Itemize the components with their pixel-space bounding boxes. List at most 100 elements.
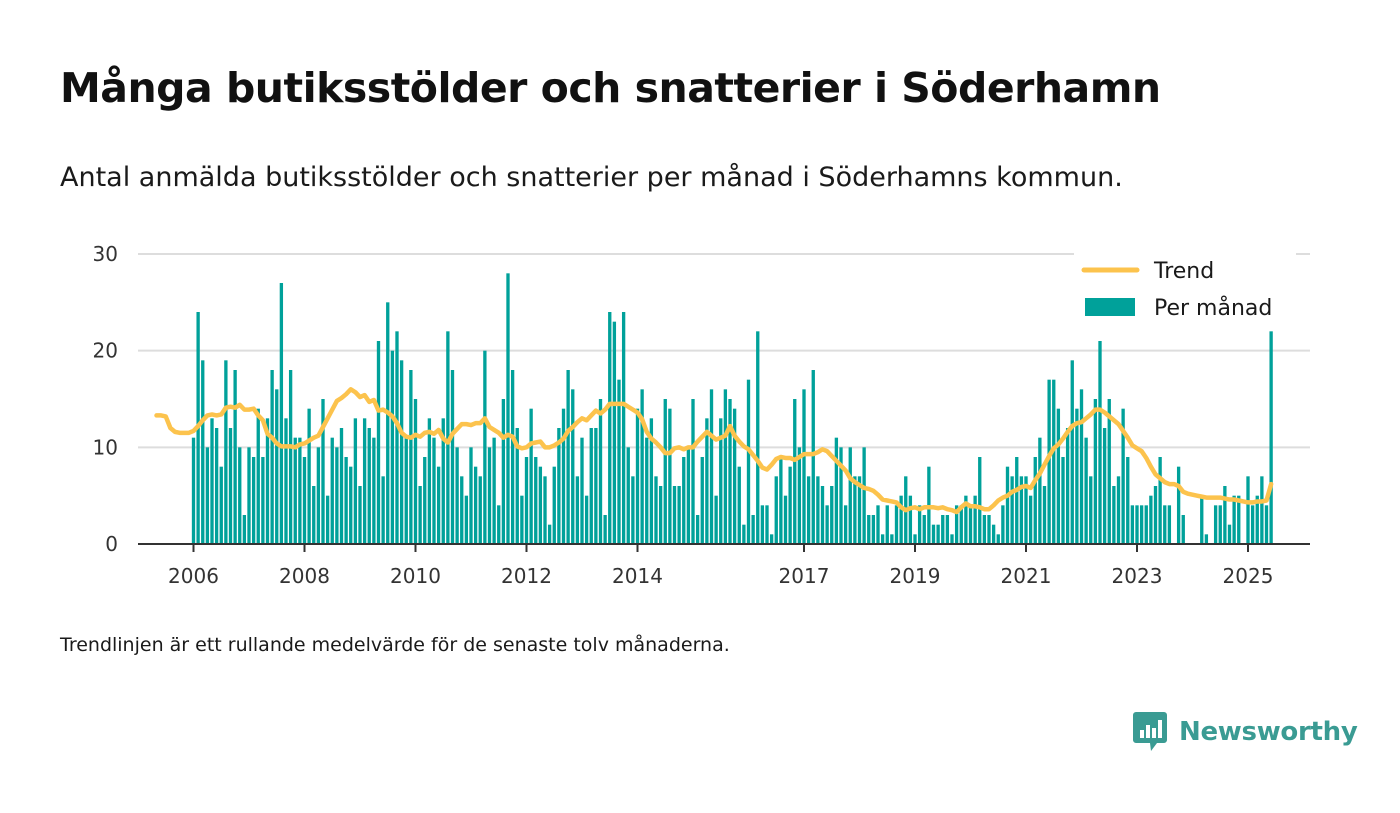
bar xyxy=(312,486,316,544)
bar xyxy=(732,408,737,544)
bar xyxy=(820,486,825,544)
bar xyxy=(566,370,570,544)
bar xyxy=(709,389,714,544)
bar xyxy=(251,457,256,544)
bar xyxy=(853,476,857,544)
legend-trend-label: Trend xyxy=(1153,259,1214,284)
bar xyxy=(783,495,788,544)
bar xyxy=(330,437,334,544)
bar xyxy=(830,486,834,544)
bar xyxy=(497,505,501,544)
y-axis-labels: 0 10 20 30 xyxy=(93,242,118,556)
bar xyxy=(913,534,917,544)
bar xyxy=(1246,476,1250,544)
bar xyxy=(455,447,459,544)
bar xyxy=(756,331,760,544)
bar xyxy=(635,408,640,544)
x-tick-label: 2023 xyxy=(1112,564,1163,588)
bar xyxy=(1144,505,1148,544)
bar-series xyxy=(191,273,1273,544)
bar xyxy=(654,476,658,544)
bar xyxy=(1167,505,1172,544)
bar xyxy=(728,399,732,544)
bar xyxy=(695,515,700,544)
bar xyxy=(1158,457,1162,544)
bar xyxy=(547,524,552,544)
bar xyxy=(626,447,630,544)
bar xyxy=(1116,476,1121,544)
bar xyxy=(233,370,237,544)
bar xyxy=(506,273,510,544)
x-tick-label: 2010 xyxy=(390,564,441,588)
chart-svg: 0 10 20 30 2006 2008 2010 2012 2014 2017 2019 2021… xyxy=(93,242,1310,588)
bar xyxy=(381,476,385,544)
bar xyxy=(307,408,311,544)
bar xyxy=(1126,457,1130,544)
bar xyxy=(996,534,1000,544)
bar xyxy=(524,457,529,544)
bar xyxy=(765,505,769,544)
bar xyxy=(1260,476,1264,544)
bar xyxy=(890,534,894,544)
bar xyxy=(288,370,293,544)
bar xyxy=(1255,495,1259,544)
bar xyxy=(1079,389,1084,544)
bar xyxy=(515,428,519,544)
bar xyxy=(1153,486,1158,544)
bar xyxy=(668,408,672,544)
bar xyxy=(1075,408,1079,544)
bar xyxy=(390,350,395,544)
bar xyxy=(1223,486,1227,544)
bar xyxy=(1149,495,1153,544)
bar xyxy=(779,457,783,544)
bar xyxy=(584,495,589,544)
bar xyxy=(663,399,667,544)
bar xyxy=(353,418,358,544)
bar xyxy=(922,515,926,544)
bar xyxy=(575,476,580,544)
bar xyxy=(645,437,649,544)
bar xyxy=(228,428,233,544)
bar xyxy=(270,370,274,544)
bar xyxy=(460,476,464,544)
bar xyxy=(1200,495,1204,544)
bar xyxy=(501,399,506,544)
bar xyxy=(834,437,839,544)
bar xyxy=(261,457,265,544)
bar xyxy=(557,428,561,544)
x-axis xyxy=(138,543,1310,552)
bar xyxy=(1065,428,1070,544)
bar xyxy=(719,418,723,544)
bar xyxy=(1098,341,1102,544)
bar xyxy=(376,341,381,544)
bar xyxy=(256,408,260,544)
bar xyxy=(1061,457,1065,544)
bar xyxy=(867,515,871,544)
bar xyxy=(1089,476,1093,544)
bar xyxy=(238,447,242,544)
bar xyxy=(1176,466,1181,544)
bar xyxy=(339,428,344,544)
bar xyxy=(413,399,418,544)
bar xyxy=(1033,457,1037,544)
bar xyxy=(552,466,556,544)
bar xyxy=(293,437,297,544)
bar xyxy=(1107,399,1111,544)
bar xyxy=(899,495,903,544)
y-tick-label: 30 xyxy=(93,242,118,266)
bar xyxy=(205,447,210,544)
bar xyxy=(839,447,843,544)
bar xyxy=(880,534,885,544)
bar xyxy=(737,466,741,544)
bar xyxy=(658,486,663,544)
bar xyxy=(908,495,913,544)
bar xyxy=(1264,505,1269,544)
bar xyxy=(534,457,538,544)
bar xyxy=(871,515,876,544)
bar xyxy=(598,399,603,544)
bar xyxy=(1139,505,1144,544)
bar xyxy=(751,515,755,544)
bar xyxy=(802,389,806,544)
bar xyxy=(487,447,492,544)
bar xyxy=(672,486,677,544)
